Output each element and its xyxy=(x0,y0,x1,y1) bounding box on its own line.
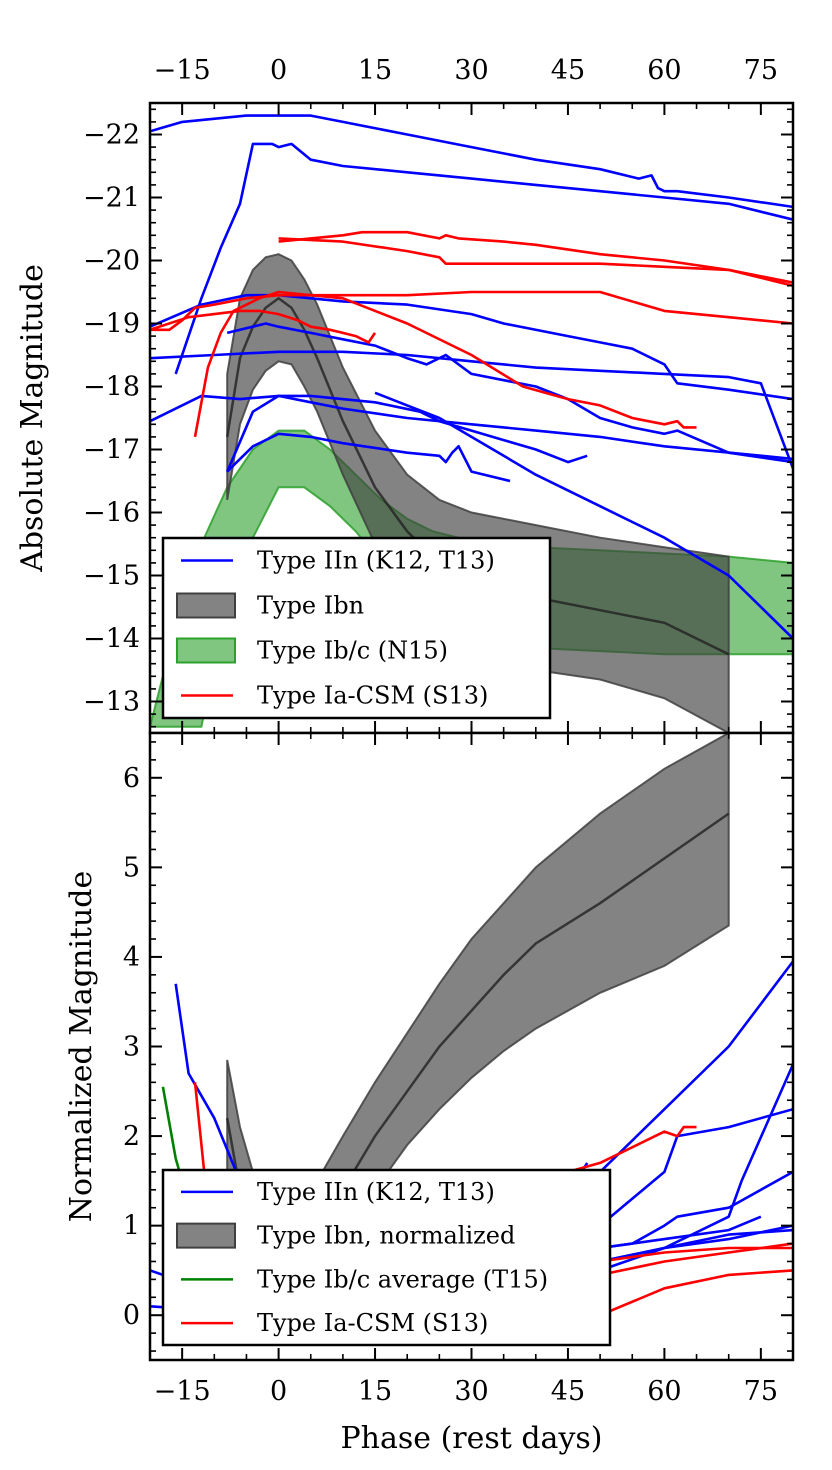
top-band-1 xyxy=(226,253,730,733)
bottom-legend-swatch-1 xyxy=(176,1222,236,1249)
top-legend-label: Type Ibn xyxy=(257,592,364,620)
top-xtick-label: −15 xyxy=(154,55,211,86)
top-series-line-9 xyxy=(278,230,793,287)
bottom-ylabel: Normalized Magnitude xyxy=(64,871,99,1223)
top-xtick-label: 15 xyxy=(358,55,392,86)
bottom-legend-label: Type Ib/c average (T15) xyxy=(257,1265,548,1293)
top-legend-box xyxy=(161,536,552,720)
top-series-line-11 xyxy=(150,290,793,332)
bottom-legend-box xyxy=(161,1168,612,1347)
top-xtick-label: 75 xyxy=(744,55,778,86)
bottom-ytick-label: 4 xyxy=(123,942,140,973)
top-xtick-label: 45 xyxy=(551,55,585,86)
top-ytick-label: −16 xyxy=(83,498,140,529)
bottom-xtick-label: 15 xyxy=(358,1376,392,1407)
top-ytick-label: −14 xyxy=(83,624,140,655)
top-xtick-label: 60 xyxy=(647,55,681,86)
xlabel: Phase (rest days) xyxy=(340,1421,602,1456)
top-ytick-label: −22 xyxy=(83,120,140,151)
top-ytick-label: −19 xyxy=(83,309,140,340)
top-series-line-7 xyxy=(226,322,793,464)
top-series-line-10 xyxy=(278,237,793,284)
top-legend-swatch-1 xyxy=(176,592,236,619)
bottom-legend-label: Type IIn (K12, T13) xyxy=(257,1178,495,1206)
top-ytick-label: −21 xyxy=(83,183,140,214)
bottom-xtick-label: 45 xyxy=(551,1376,585,1407)
top-series-line-5 xyxy=(226,394,793,473)
top-legend-swatch-2 xyxy=(176,637,236,664)
top-ytick-label: −18 xyxy=(83,372,140,403)
top-legend-label: Type Ib/c (N15) xyxy=(257,637,448,665)
top-xtick-label: 30 xyxy=(454,55,488,86)
bottom-xtick-label: 30 xyxy=(454,1376,488,1407)
bottom-legend-label: Type Ibn, normalized xyxy=(257,1222,515,1250)
top-series-line-12 xyxy=(150,309,377,344)
top-ytick-label: −15 xyxy=(83,561,140,592)
bottom-ytick-label: 3 xyxy=(123,1032,140,1063)
bottom-legend: Type IIn (K12, T13) Type Ibn, normalized T… xyxy=(161,1168,612,1347)
top-series-line-13 xyxy=(193,290,697,438)
bottom-ytick-label: 6 xyxy=(123,763,140,794)
top-series-line-6 xyxy=(226,432,511,483)
top-ylabel: Absolute Magnitude xyxy=(15,264,50,573)
bottom-ytick-label: 5 xyxy=(123,852,140,883)
bottom-ytick-label: 0 xyxy=(123,1300,140,1331)
bottom-xtick-label: 0 xyxy=(270,1376,287,1407)
top-ytick-label: −17 xyxy=(83,435,140,466)
bottom-xtick-label: −15 xyxy=(154,1376,211,1407)
top-band-center-1 xyxy=(225,296,730,656)
top-ytick-label: −13 xyxy=(83,687,140,718)
top-panel: −15 0 15 30 45 60 75 −22 −21 −20 −19 −18 −17 −16 −15 −1… xyxy=(15,55,795,735)
bottom-axes-frame xyxy=(148,731,795,1362)
bottom-legend-label: Type Ia-CSM (S13) xyxy=(257,1309,488,1337)
top-series-line-1 xyxy=(174,142,793,375)
bottom-ytick-label: 2 xyxy=(123,1121,140,1152)
bottom-xtick-label: 60 xyxy=(647,1376,681,1407)
top-legend: Type IIn (K12, T13) Type Ibn Type Ib/c (N1… xyxy=(161,536,552,720)
top-xtick-label: 0 xyxy=(270,55,287,86)
top-legend-label: Type IIn (K12, T13) xyxy=(257,547,495,575)
top-series-line-0 xyxy=(150,114,793,209)
top-series-line-3 xyxy=(150,350,793,469)
top-series-line-8 xyxy=(374,391,793,640)
bottom-ytick-label: 1 xyxy=(123,1211,140,1242)
top-legend-label: Type Ia-CSM (S13) xyxy=(257,682,488,710)
top-ytick-label: −20 xyxy=(83,246,140,277)
bottom-xtick-label: 75 xyxy=(744,1376,778,1407)
